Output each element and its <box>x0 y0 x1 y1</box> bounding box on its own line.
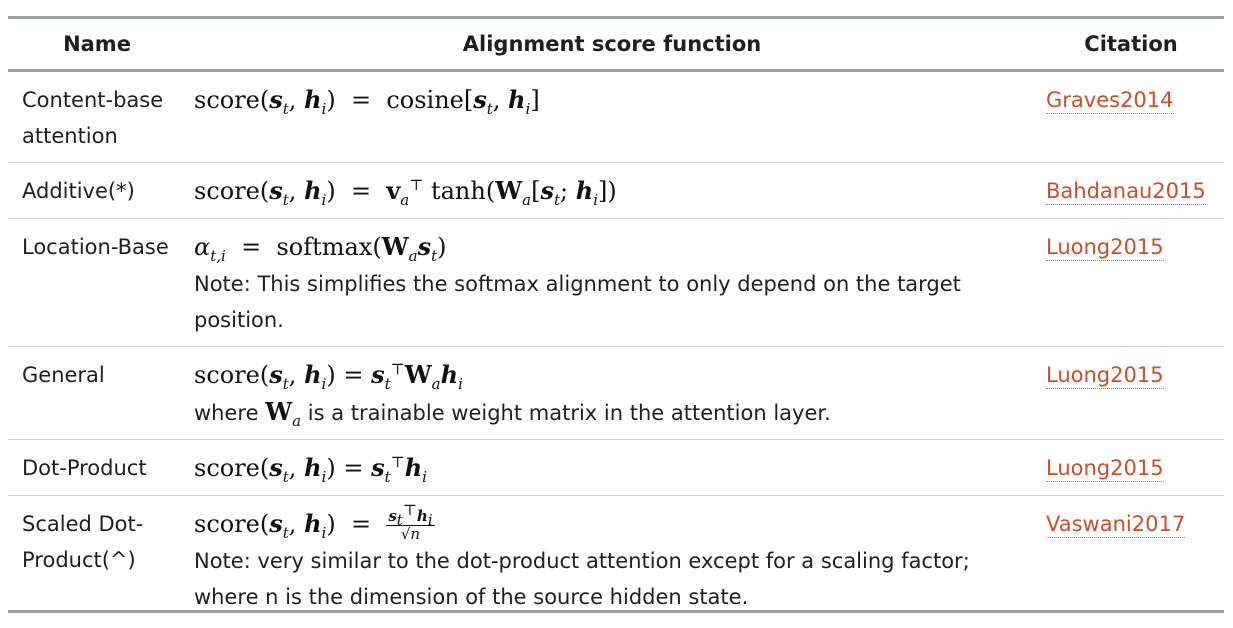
formula-scaled-dot-product: score(st, hi) = st⊤hi √n <box>194 501 435 543</box>
row-formula: αt,i = softmax(Wast) Note: This simplifi… <box>186 218 1038 347</box>
row-name: Additive(*) <box>8 162 186 219</box>
citation-link[interactable]: Graves2014 <box>1046 88 1174 114</box>
header-name: Name <box>8 19 186 72</box>
citation-link[interactable]: Vaswani2017 <box>1046 512 1186 538</box>
fraction: st⊤hi √n <box>386 501 435 543</box>
formula-general: score(st, hi) = st⊤Wahi <box>194 360 463 393</box>
row-formula: score(st, hi) = st⊤Wahi where Wa is a tr… <box>186 346 1038 440</box>
alignment-score-table: Name Alignment score function Citation C… <box>8 19 1224 623</box>
citation-link[interactable]: Luong2015 <box>1046 456 1164 482</box>
formula-content-base: score(st, hi) = cosine[st, hi] <box>194 85 540 118</box>
row-citation: Luong2015 <box>1038 218 1224 347</box>
table-row: Location-Base αt,i = softmax(Wast) Note:… <box>8 218 1224 347</box>
table-row: Content-base attention score(st, hi) = c… <box>8 71 1224 163</box>
row-formula: score(st, hi) = st⊤hi <box>186 439 1038 496</box>
weight-matrix-symbol: Wa <box>265 397 302 430</box>
note-suffix: is a trainable weight matrix in the atte… <box>307 401 831 425</box>
row-note: Note: very similar to the dot-product at… <box>194 549 970 609</box>
attention-table-container: Name Alignment score function Citation C… <box>8 16 1224 623</box>
row-citation: Luong2015 <box>1038 439 1224 496</box>
table-bottom-rule <box>8 610 1224 613</box>
formula-dot-product: score(st, hi) = st⊤hi <box>194 453 427 486</box>
row-formula: score(st, hi) = st⊤hi √n Note: very simil… <box>186 495 1038 623</box>
row-citation: Luong2015 <box>1038 346 1224 440</box>
note-prefix: where <box>194 401 259 425</box>
formula-location-base: αt,i = softmax(Wast) <box>194 232 447 265</box>
row-citation: Vaswani2017 <box>1038 495 1224 623</box>
row-note: Note: This simplifies the softmax alignm… <box>194 272 961 332</box>
formula-additive: score(st, hi) = va⊤ tanh(Wa[st; hi]) <box>194 176 617 209</box>
table-top-rule <box>8 16 1224 19</box>
row-name: Scaled Dot-Product(^) <box>8 495 186 623</box>
table-row: General score(st, hi) = st⊤Wahi where Wa… <box>8 346 1224 440</box>
citation-link[interactable]: Bahdanau2015 <box>1046 179 1206 205</box>
row-citation: Bahdanau2015 <box>1038 162 1224 219</box>
citation-link[interactable]: Luong2015 <box>1046 363 1164 389</box>
row-formula: score(st, hi) = va⊤ tanh(Wa[st; hi]) <box>186 162 1038 219</box>
citation-link[interactable]: Luong2015 <box>1046 235 1164 261</box>
row-name: Location-Base <box>8 218 186 347</box>
row-name: General <box>8 346 186 440</box>
table-row: Dot-Product score(st, hi) = st⊤hi Luong2… <box>8 439 1224 496</box>
header-citation: Citation <box>1038 19 1224 72</box>
row-citation: Graves2014 <box>1038 71 1224 163</box>
header-row: Name Alignment score function Citation <box>8 19 1224 72</box>
table-row: Scaled Dot-Product(^) score(st, hi) = st… <box>8 495 1224 623</box>
table-row: Additive(*) score(st, hi) = va⊤ tanh(Wa[… <box>8 162 1224 219</box>
header-function: Alignment score function <box>186 19 1038 72</box>
row-name: Content-base attention <box>22 88 164 148</box>
row-note: where Wa is a trainable weight matrix in… <box>194 397 831 430</box>
row-name: Dot-Product <box>8 439 186 496</box>
row-formula: score(st, hi) = cosine[st, hi] <box>186 71 1038 163</box>
